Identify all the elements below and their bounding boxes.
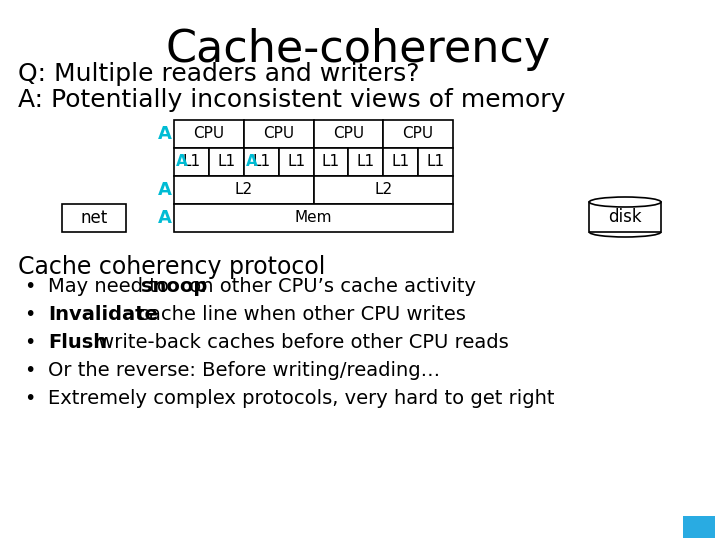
Text: CPU: CPU [263,126,294,141]
Ellipse shape [589,197,661,207]
Text: May need to: May need to [48,276,175,295]
Text: L1: L1 [217,154,235,170]
Text: A: A [176,154,188,170]
FancyBboxPatch shape [313,176,453,204]
FancyBboxPatch shape [279,148,313,176]
FancyBboxPatch shape [174,176,313,204]
Text: Or the reverse: Before writing/reading…: Or the reverse: Before writing/reading… [48,361,440,380]
Text: A: Potentially inconsistent views of memory: A: Potentially inconsistent views of mem… [18,88,565,112]
Text: CPU: CPU [333,126,364,141]
Text: L2: L2 [235,183,253,198]
FancyBboxPatch shape [209,148,244,176]
FancyBboxPatch shape [589,202,661,232]
FancyBboxPatch shape [174,120,244,148]
Text: L1: L1 [392,154,410,170]
FancyBboxPatch shape [62,204,127,232]
FancyBboxPatch shape [313,148,348,176]
Text: Cache coherency protocol: Cache coherency protocol [18,255,325,279]
Text: •: • [24,388,35,408]
Text: on other CPU’s cache activity: on other CPU’s cache activity [184,276,476,295]
Text: Invalidate: Invalidate [48,305,158,323]
FancyBboxPatch shape [244,120,313,148]
FancyBboxPatch shape [174,148,209,176]
Text: A: A [246,154,258,170]
Text: L1: L1 [183,154,201,170]
Text: L1: L1 [322,154,340,170]
Text: Q: Multiple readers and writers?: Q: Multiple readers and writers? [18,62,420,86]
Text: Flush: Flush [48,333,107,352]
FancyBboxPatch shape [383,120,453,148]
Text: A: A [158,181,172,199]
Text: L1: L1 [356,154,375,170]
Text: cache line when other CPU writes: cache line when other CPU writes [132,305,467,323]
Text: L2: L2 [374,183,392,198]
Text: write-back caches before other CPU reads: write-back caches before other CPU reads [91,333,508,352]
Text: CPU: CPU [402,126,433,141]
Text: Extremely complex protocols, very hard to get right: Extremely complex protocols, very hard t… [48,388,554,408]
FancyBboxPatch shape [174,204,453,232]
Text: •: • [24,305,35,323]
Text: 69: 69 [688,5,709,21]
Text: A: A [158,125,172,143]
Text: Cache-coherency: Cache-coherency [166,28,551,71]
Text: •: • [24,361,35,380]
FancyBboxPatch shape [383,148,418,176]
Text: disk: disk [608,208,642,226]
Text: Mem: Mem [294,211,333,226]
FancyBboxPatch shape [348,148,383,176]
Text: L1: L1 [252,154,270,170]
Text: L1: L1 [287,154,305,170]
FancyBboxPatch shape [313,120,383,148]
Text: net: net [81,209,108,227]
Text: L1: L1 [426,154,444,170]
FancyBboxPatch shape [244,148,279,176]
Text: CPU: CPU [194,126,225,141]
Text: •: • [24,333,35,352]
FancyBboxPatch shape [418,148,453,176]
Text: snoop: snoop [141,276,207,295]
Text: A: A [158,209,172,227]
Text: •: • [24,276,35,295]
FancyBboxPatch shape [683,516,715,538]
